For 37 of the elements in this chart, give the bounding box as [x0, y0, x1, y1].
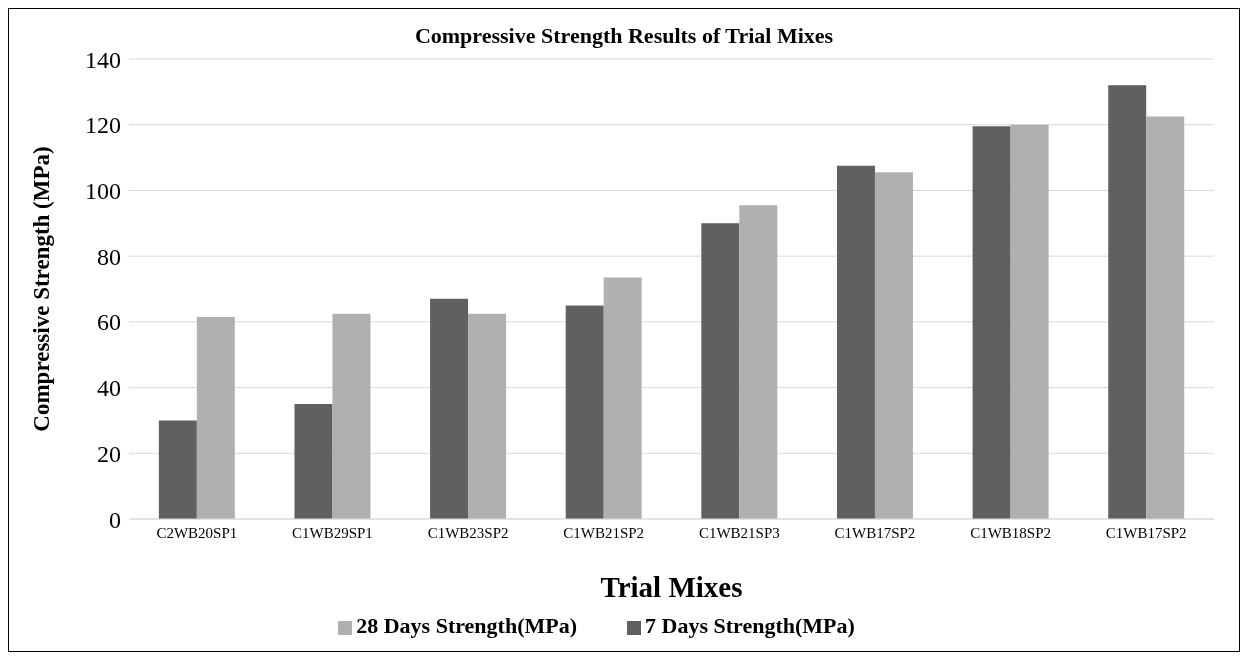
- bar: [1146, 116, 1185, 519]
- y-tick-label: 40: [97, 375, 121, 402]
- y-tick-label: 80: [97, 243, 121, 270]
- bar: [836, 165, 875, 519]
- bar: [468, 313, 507, 519]
- bar: [158, 420, 197, 519]
- x-tick-label: C2WB20SP1: [156, 524, 238, 541]
- y-tick-label: 0: [109, 506, 121, 533]
- y-tick-label: 20: [97, 440, 121, 467]
- bar: [294, 404, 333, 519]
- bar: [332, 313, 371, 519]
- x-axis-title: Trial Mixes: [600, 571, 743, 603]
- x-tick-label: C1WB17SP2: [834, 524, 916, 541]
- x-tick-label: C1WB21SP3: [698, 524, 780, 541]
- bar: [874, 172, 913, 519]
- x-tick-label: C1WB18SP2: [970, 524, 1051, 541]
- legend-label: 7 Days Strength(MPa): [645, 613, 855, 638]
- y-tick-label: 120: [85, 112, 121, 139]
- y-tick-label: 140: [85, 46, 121, 73]
- bar: [701, 223, 740, 519]
- bar: [565, 305, 604, 519]
- bar: [430, 298, 469, 519]
- x-tick-label: C1WB17SP2: [1105, 524, 1187, 541]
- bar: [972, 126, 1011, 519]
- bar: [603, 277, 642, 519]
- y-tick-label: 100: [85, 177, 121, 204]
- x-tick-label: C1WB29SP1: [292, 524, 373, 541]
- bar: [739, 205, 778, 519]
- x-tick-label: C1WB21SP2: [563, 524, 645, 541]
- y-axis-title: Compressive Strength (MPa): [29, 146, 55, 432]
- bar: [1108, 85, 1147, 519]
- x-tick-label: C1WB23SP2: [427, 524, 509, 541]
- bar: [1010, 124, 1049, 519]
- y-tick-label: 60: [97, 309, 121, 336]
- bar: [196, 316, 235, 519]
- legend-label: 28 Days Strength(MPa): [356, 613, 577, 638]
- chart-title: Compressive Strength Results of Trial Mixes: [414, 23, 834, 48]
